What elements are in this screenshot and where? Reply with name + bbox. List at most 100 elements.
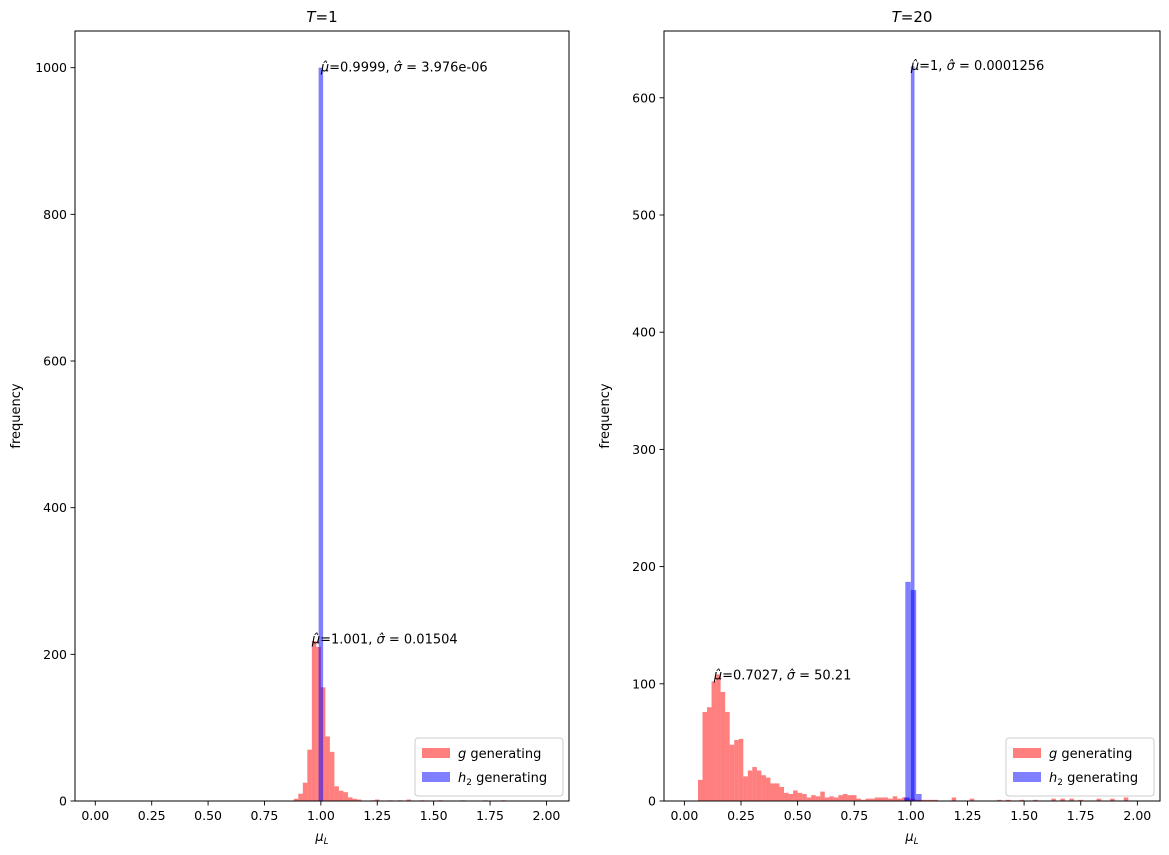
histogram-bar	[302, 782, 308, 801]
plot-title: T=20	[892, 8, 933, 26]
histogram-bar	[1019, 799, 1025, 801]
histogram-bar	[797, 792, 803, 801]
histogram-bar	[298, 793, 303, 801]
histogram-bar	[716, 674, 721, 801]
histogram-bar	[838, 795, 843, 801]
histogram-bar	[883, 797, 889, 801]
histogram-bar	[1033, 799, 1038, 801]
histogram-bar	[752, 767, 757, 801]
y-tick-label: 0	[59, 794, 67, 809]
histogram-bar	[811, 795, 816, 801]
plot-title: T=1	[306, 8, 337, 26]
x-tick-label: 1.00	[307, 808, 335, 823]
histogram-bar	[747, 770, 753, 801]
histogram-bar	[851, 795, 857, 801]
legend-swatch	[1013, 748, 1041, 758]
histogram-bar	[697, 779, 703, 801]
histogram-bar	[1096, 798, 1102, 801]
histogram-bar	[842, 793, 848, 801]
legend-box	[1005, 737, 1155, 797]
histogram-bar	[833, 797, 839, 801]
x-tick-label: 2.00	[1123, 808, 1151, 823]
x-tick-label: 1.50	[1010, 808, 1038, 823]
histogram-bar	[996, 799, 1002, 801]
histogram-bar	[756, 770, 762, 801]
histogram-bar	[1123, 797, 1129, 801]
histogram-bar	[820, 791, 825, 801]
histogram-bar	[924, 799, 929, 801]
histogram-bar	[774, 783, 780, 801]
plot-frame	[663, 30, 1161, 802]
x-tick-label: 2.00	[533, 808, 561, 823]
bars-group	[293, 67, 506, 802]
histogram-bar	[1078, 799, 1083, 801]
histogram-bar	[779, 786, 785, 801]
x-axis-label: μL	[904, 830, 918, 847]
histogram-bar	[338, 790, 344, 801]
histogram-bar	[1005, 799, 1011, 801]
histogram-bar	[916, 793, 922, 801]
y-axis-label: frequency	[598, 383, 613, 449]
y-tick-label: 800	[43, 207, 67, 222]
legend: g generating h2 generating	[1005, 737, 1155, 797]
stat-annotation: μ̂=1.001, σ̂ = 0.01504	[311, 633, 458, 648]
y-tick-label: 200	[43, 647, 67, 662]
x-tick-label: 1.50	[420, 808, 448, 823]
histogram-bar	[406, 799, 412, 801]
histogram-bar	[829, 796, 834, 801]
histogram-bar	[325, 736, 330, 801]
histogram-bar	[375, 799, 380, 801]
y-tick-label: 200	[632, 559, 656, 574]
histogram-bar	[928, 799, 934, 801]
y-axis-label: frequency	[9, 383, 24, 449]
histogram-bar	[770, 783, 775, 801]
histogram-bar	[720, 692, 726, 801]
y-tick-label: 400	[43, 500, 67, 515]
histogram-bar	[933, 799, 939, 801]
y-tick-label: 600	[632, 90, 656, 105]
histogram-bar	[356, 799, 362, 801]
y-tick-label: 0	[648, 794, 656, 809]
y-tick-label: 500	[632, 208, 656, 223]
histogram-bar	[761, 775, 766, 801]
legend: g generating h2 generating	[414, 737, 564, 797]
x-tick-label: 1.75	[1067, 808, 1095, 823]
x-tick-label: 0.25	[727, 808, 755, 823]
histogram-bar	[815, 796, 821, 801]
histogram-bar	[307, 749, 312, 801]
stat-annotation: μ̂=0.7027, σ̂ = 50.21	[713, 669, 852, 684]
y-tick-label: 1000	[35, 60, 67, 75]
histogram-bar	[729, 744, 735, 801]
legend-label: g generating	[1049, 747, 1132, 762]
histogram-bar	[951, 797, 957, 801]
legend-swatch	[1013, 772, 1041, 782]
x-tick-label: 0.25	[138, 808, 166, 823]
plot-frame	[74, 30, 570, 802]
histogram-bar	[743, 776, 748, 801]
x-tick-label: 0.00	[670, 808, 698, 823]
histogram-bar	[1051, 798, 1056, 801]
y-tick-label: 400	[632, 325, 656, 340]
histogram-bar	[969, 798, 975, 801]
histogram-bar	[910, 66, 915, 801]
x-tick-label: 0.50	[194, 808, 222, 823]
histogram-bar	[293, 798, 299, 801]
histogram-bar	[711, 681, 717, 801]
histogram-bar	[1110, 798, 1115, 801]
histogram-bar	[765, 777, 771, 801]
histogram-bar	[905, 581, 911, 801]
legend-box	[414, 737, 564, 797]
histogram-bar	[316, 647, 321, 801]
histogram-bar	[879, 797, 884, 801]
histogram-bar	[725, 711, 730, 801]
x-tick-label: 0.75	[840, 808, 868, 823]
histogram-bar	[793, 790, 798, 801]
y-tick-label: 300	[632, 442, 656, 457]
histogram-bar	[870, 798, 875, 801]
histogram-bar	[347, 797, 353, 801]
legend-label: h2 generating	[1049, 771, 1138, 788]
chart-panel-1: 0.00 0.25 0.50 0.75 1.00 1.25 1.50 1.75 2.00 0 200…	[9, 8, 570, 847]
histogram-bar	[802, 793, 807, 801]
stat-annotation: μ̂=1, σ̂ = 0.0001256	[910, 59, 1044, 74]
legend-swatch	[422, 748, 450, 758]
